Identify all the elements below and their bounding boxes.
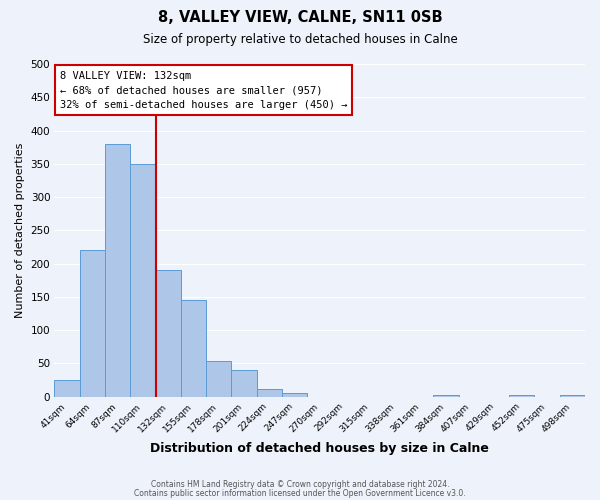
Bar: [105, 144, 130, 397]
Text: 8 VALLEY VIEW: 132sqm
← 68% of detached houses are smaller (957)
32% of semi-det: 8 VALLEY VIEW: 132sqm ← 68% of detached …: [60, 70, 347, 110]
Bar: [181, 300, 206, 396]
Bar: [232, 370, 257, 396]
Y-axis label: Number of detached properties: Number of detached properties: [15, 142, 25, 318]
Text: Contains HM Land Registry data © Crown copyright and database right 2024.: Contains HM Land Registry data © Crown c…: [151, 480, 449, 489]
Bar: [282, 392, 307, 396]
X-axis label: Distribution of detached houses by size in Calne: Distribution of detached houses by size …: [150, 442, 489, 455]
Bar: [130, 164, 155, 396]
Bar: [206, 362, 232, 396]
Text: Size of property relative to detached houses in Calne: Size of property relative to detached ho…: [143, 32, 457, 46]
Bar: [80, 250, 105, 396]
Bar: [155, 270, 181, 396]
Bar: [257, 388, 282, 396]
Text: 8, VALLEY VIEW, CALNE, SN11 0SB: 8, VALLEY VIEW, CALNE, SN11 0SB: [158, 10, 442, 25]
Bar: [55, 380, 80, 396]
Text: Contains public sector information licensed under the Open Government Licence v3: Contains public sector information licen…: [134, 488, 466, 498]
